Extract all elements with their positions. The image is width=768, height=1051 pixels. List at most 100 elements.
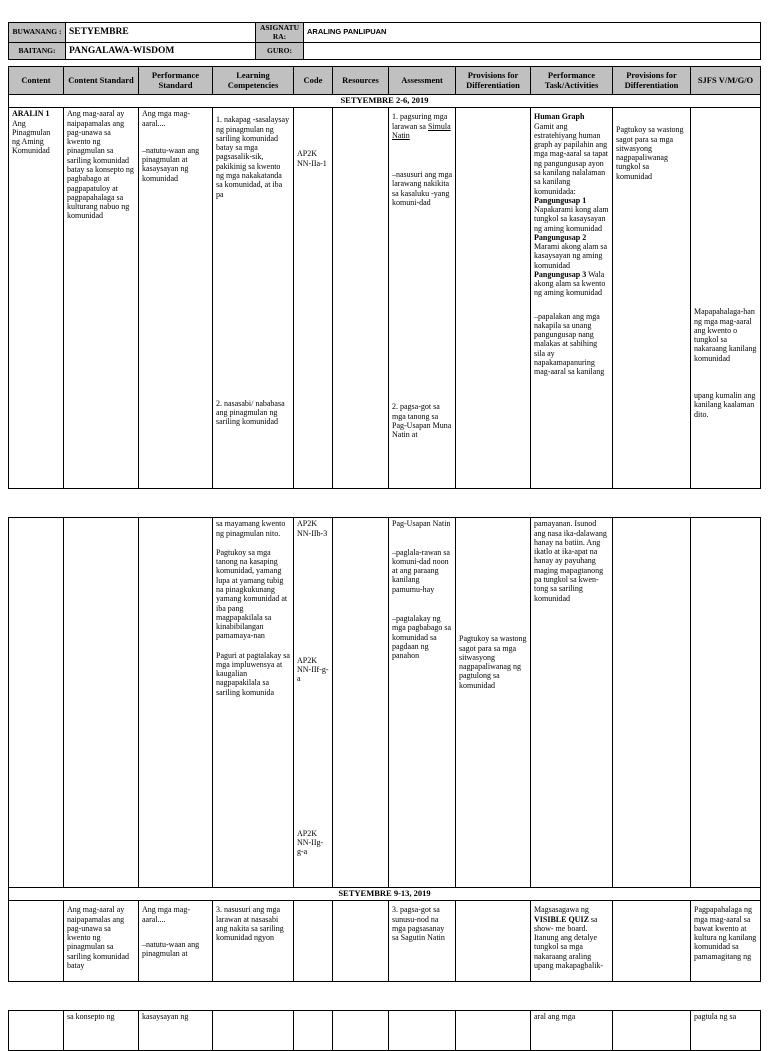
meta-row-grade: BAITANG: PANGALAWA-WISDOM GURO:: [8, 42, 761, 61]
performance-standard-item: –natutu-waan ang pinagmulan at kasaysaya…: [142, 145, 200, 183]
code-ap2k-iiggga: AP2K NN-IIg-g-a: [297, 828, 324, 857]
sjfs-value-1: Mapapahalaga-han ng mga mag-aaral ang kw…: [694, 307, 757, 363]
clip-content-standard: sa konsepto ng: [67, 1012, 115, 1022]
assessment-2: –nasusuri ang mga larawang nakikita sa k…: [392, 170, 452, 207]
assessment-3: 2. pagsa-got sa mga tanong sa Pag-Usapan…: [392, 402, 452, 440]
week1-row: ARALIN 1 Ang Pinagmulan ng Aming Komunid…: [8, 107, 761, 490]
plan-table-week1: Content Content Standard Performance Sta…: [8, 66, 761, 490]
cell-week2-assessment: 3. pagsa-got sa sunusu-nod na mga pagsas…: [388, 900, 456, 983]
competency-cont: sa mayamang kwento ng pinagmulan nito.: [216, 519, 286, 538]
cell-cont-task: pamayanan. Isunod ang nasa ika-dalawang …: [530, 517, 613, 889]
week2-banner-row: SETYEMBRE 9-13, 2019: [8, 887, 761, 902]
provisions-1-text: Pagtukoy sa wastong sagot para sa mga si…: [459, 634, 527, 690]
cell-cont-performance-standard: [138, 517, 213, 889]
column-header-row: Content Content Standard Performance Sta…: [8, 66, 761, 96]
cell-week1-code: AP2K NN-IIa-1: [293, 107, 333, 490]
performance-standard-intro: Ang mga mag-aaral....: [142, 109, 190, 128]
cell-week2-content: [8, 900, 64, 983]
cell-week2-performance-standard: Ang mga mag-aaral.... –natutu-waan ang p…: [138, 900, 213, 983]
week2-task: Magsasagawa ng VISIBLE QUIZ sa show- me …: [534, 905, 609, 970]
header-content: Content: [8, 66, 64, 96]
week2-task-pre: Magsasagawa ng: [534, 905, 589, 915]
clip-task: aral ang mga: [534, 1012, 576, 1022]
header-assessment: Assessment: [388, 66, 456, 96]
header-sjfs: SJFS V/M/G/O: [690, 66, 761, 96]
cell-clip-content: [8, 1010, 64, 1051]
cell-cont-competencies: sa mayamang kwento ng pinagmulan nito. P…: [212, 517, 294, 889]
week1-date-banner: SETYEMBRE 2-6, 2019: [8, 94, 761, 109]
week2-performance-standard-item: –natutu-waan ang pinagmulan at: [142, 939, 200, 959]
header-performance-task: Performance Task/Activities: [530, 66, 613, 96]
buwanang-label: BUWANANG :: [8, 21, 66, 44]
cell-week1-resources: [332, 107, 389, 490]
cell-clip-resources: [332, 1010, 389, 1051]
cell-week1-assessment: 1. pagsuring mga larawan sa Simula Natin…: [388, 107, 456, 490]
week1-banner-row: SETYEMBRE 2-6, 2019: [8, 94, 761, 109]
code-ap2k-iia1: AP2K NN-IIa-1: [297, 149, 327, 168]
buwanang-value: SETYEMBRE: [65, 21, 256, 44]
cell-week2-sjfs: Pagpapahalaga ng mga mag-aaral sa bawat …: [690, 900, 761, 983]
cell-clip-provisions-1: [455, 1010, 531, 1051]
competency-1: 1. nakapag -sasalaysay ng pinagmulan ng …: [216, 115, 290, 199]
assessment-cont: Pag-Usapan Natin: [392, 519, 451, 529]
sentence-1: Pangungusap 1 Napakarami kong alam tungk…: [534, 196, 609, 233]
header-learning-competencies: Learning Competencies: [212, 66, 294, 96]
guro-value: [303, 42, 761, 61]
sentence-3-text: Wala akong alam sa kwento ng aming komun…: [534, 269, 606, 298]
assessment-1-text: 1. pagsuring mga larawan sa: [392, 112, 448, 131]
assessment-5: –pagtalakay ng mga pagbabago sa komunida…: [392, 613, 452, 661]
cell-week2-code: [293, 900, 333, 983]
cell-clip-provisions-2: [612, 1010, 691, 1051]
week2-sjfs: Pagpapahalaga ng mga mag-aaral sa bawat …: [694, 905, 757, 961]
cell-week2-task: Magsasagawa ng VISIBLE QUIZ sa show- me …: [530, 900, 613, 983]
cell-clip-competencies: [212, 1010, 294, 1051]
cell-week1-provisions-2: Pagtukoy sa wastong sagot para sa mga si…: [612, 107, 691, 490]
lesson-title: ARALIN 1: [12, 109, 50, 119]
cell-week1-performance-standard: Ang mga mag-aaral.... –natutu-waan ang p…: [138, 107, 213, 490]
week2-row: Ang mag-aaral ay naipapamalas ang pag-un…: [8, 900, 761, 983]
header-content-standard: Content Standard: [63, 66, 139, 96]
cell-week1-content: ARALIN 1 Ang Pinagmulan ng Aming Komunid…: [8, 107, 64, 490]
cell-week2-resources: [332, 900, 389, 983]
baitang-label: BAITANG:: [8, 42, 66, 61]
cell-cont-content-standard: [63, 517, 139, 889]
header-provisions-1: Provisions for Differentiation: [455, 66, 531, 96]
cell-cont-assessment: Pag-Usapan Natin –paglala-rawan sa komun…: [388, 517, 456, 889]
cell-week1-provisions-1: [455, 107, 531, 490]
lesson-topic: Ang Pinagmulan ng Aming Komunidad: [12, 118, 51, 156]
meta-table: BUWANANG : SETYEMBRE ASIGNATURA: ARALING…: [8, 21, 761, 61]
cell-week2-provisions-2: [612, 900, 691, 983]
cell-week1-competencies: 1. nakapag -sasalaysay ng pinagmulan ng …: [212, 107, 294, 490]
task-heading: Human Graph: [534, 112, 585, 122]
sentence-2-label: Pangungusap 2: [534, 232, 587, 242]
week2-date-banner: SETYEMBRE 9-13, 2019: [8, 887, 761, 902]
cell-week1-sjfs: Mapapahalaga-han ng mga mag-aaral ang kw…: [690, 107, 761, 490]
assessment-1: 1. pagsuring mga larawan sa Simula Natin: [392, 112, 452, 140]
competency-2: 2. nasasabi/ nababasa ang pinagmulan ng …: [216, 398, 285, 427]
sjfs-value-2: upang kumalin ang kanilang kaalaman dito…: [694, 390, 756, 419]
week2-content-standard-text: Ang mag-aaral ay naipapamalas ang pag-un…: [67, 905, 129, 970]
cell-clip-task: aral ang mga: [530, 1010, 613, 1051]
sentence-1-label: Pangungusap 1: [534, 195, 587, 205]
sentence-2-text: Marami akong alam sa kasaysayan ng aming…: [534, 242, 608, 270]
cell-cont-provisions-1: Pagtukoy sa wastong sagot para sa mga si…: [455, 517, 531, 889]
task-intro: Gamit ang estratehiyang human graph ay p…: [534, 121, 608, 196]
sentence-2: Pangungusap 2 Marami akong alam sa kasay…: [534, 233, 609, 270]
assessment-4: –paglala-rawan sa komuni-dad noon at ang…: [392, 547, 450, 594]
cell-cont-content: [8, 517, 64, 889]
competency-5: Paguri at pagtalakay sa mga impluwensya …: [216, 650, 290, 697]
header-code: Code: [293, 66, 333, 96]
week2-task-quiz: VISIBLE QUIZ: [534, 914, 589, 924]
header-performance-standard: Performance Standard: [138, 66, 213, 96]
cell-cont-code: AP2K NN-IIb-3 AP2K NN-IIf-g-a AP2K NN-II…: [293, 517, 333, 889]
cell-clip-sjfs: pagtula ng sa: [690, 1010, 761, 1051]
asignatura-label: ASIGNATURA:: [255, 21, 304, 44]
task-note: –papalakan ang mga nakapila sa unang pan…: [534, 311, 605, 377]
cell-week1-task: Human Graph Gamit ang estratehiyang huma…: [530, 107, 613, 490]
clip-sjfs: pagtula ng sa: [694, 1012, 737, 1022]
assessment-1-book-title: Simula Natin: [392, 121, 451, 140]
content-standard-text: Ang mag-aaral ay naipapamalas ang pag-un…: [67, 109, 134, 221]
sentence-3-label: Pangungusap 3: [534, 269, 587, 279]
week2-assessment: 3. pagsa-got sa sunusu-nod na mga pagsas…: [392, 905, 445, 943]
